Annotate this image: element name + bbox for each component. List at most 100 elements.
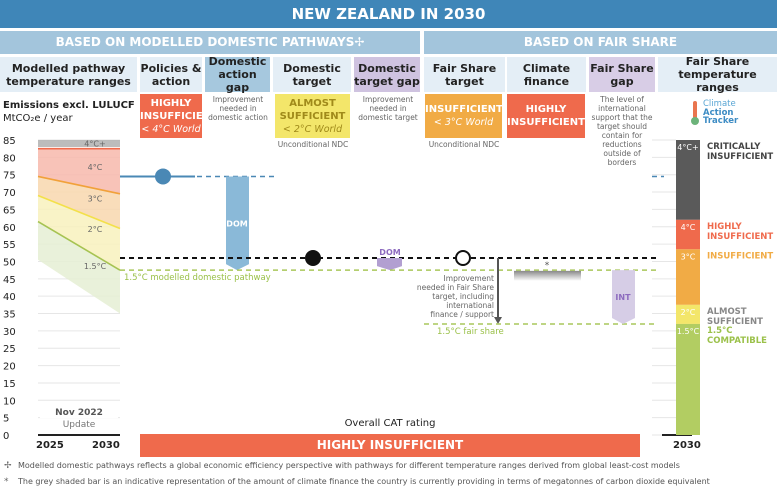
rating-label: HIGHLY INSUFFICIENT <box>140 97 218 122</box>
band-label: 3°C <box>88 195 103 204</box>
policies-marker <box>155 168 171 185</box>
fs-range-temp: 4°C+ <box>677 143 698 152</box>
y-tick-label: 85 <box>3 136 16 147</box>
fs-range-temp: 2°C <box>681 308 696 317</box>
dom-target-note: Unconditional NDC <box>277 140 349 149</box>
fs-range-bar <box>676 140 700 220</box>
band-boundary <box>37 220 121 271</box>
dom-action-gap-arrow <box>226 176 249 271</box>
y-tick-label: 30 <box>3 327 16 338</box>
fs-gap-arrow <box>612 270 635 324</box>
page-title: NEW ZEALAND IN 2030 <box>0 0 777 28</box>
footnote-1: Modelled domestic pathways reflects a gl… <box>18 461 680 470</box>
y-tick-label: 10 <box>3 396 16 407</box>
pathway-band <box>38 221 120 314</box>
band-label: 4°C <box>88 163 103 172</box>
y-axis-title: Emissions excl. LULUCF <box>3 100 135 111</box>
dom-target-gap-arrow <box>377 258 402 271</box>
dom-target-gap-label: DOM <box>379 248 400 257</box>
y-tick-label: 65 <box>3 205 16 216</box>
fs-gap-note: The level of international support that … <box>591 95 653 167</box>
rating-label: ALMOST SUFFICIENT <box>279 97 346 122</box>
pathway-band <box>38 148 120 194</box>
y-axis-unit: MtCO₂e / year <box>3 113 73 124</box>
col-dom-target: Domestic target <box>273 57 351 92</box>
pathway-band <box>38 140 120 147</box>
cat-logo: Climate Action Tracker <box>690 100 738 126</box>
y-tick-label: 15 <box>3 379 16 390</box>
int-gap-label: INT <box>615 293 631 302</box>
climate-finance-bar <box>514 270 581 281</box>
fair-share-target-marker <box>455 250 471 266</box>
rating-sub: < 3°C World <box>433 117 494 128</box>
y-tick-label: 35 <box>3 310 16 321</box>
y-tick-label: 55 <box>3 240 16 251</box>
fs-x-tick-2030: 2030 <box>673 440 701 451</box>
fs-improvement-note: Improvement needed in Fair Share target, i… <box>417 274 495 319</box>
update-date: Nov 2022 <box>40 408 118 418</box>
fair-share-1-5-label: 1.5°C fair share <box>437 327 504 337</box>
fs-range-rating: CRITICALLY INSUFFICIENT <box>707 142 773 162</box>
logo-line: Tracker <box>703 116 739 127</box>
pathway-band <box>38 195 120 271</box>
fs-range-rating: INSUFFICIENT <box>707 251 773 261</box>
fs-range-bar <box>676 219 700 250</box>
footnote-2: The grey shaded bar is an indicative rep… <box>18 477 710 486</box>
col-modelled: Modelled pathway temperature ranges <box>0 57 137 92</box>
y-tick-label: 20 <box>3 362 16 373</box>
fs-range-temp: 4°C <box>681 223 696 232</box>
col-fs-temp: Fair Share temperature ranges <box>658 55 777 94</box>
footnote-symbol: * <box>4 477 9 487</box>
fs-range-temp: 3°C <box>681 252 696 261</box>
overall-rating: HIGHLY INSUFFICIENT <box>140 434 640 457</box>
domestic-target-marker <box>305 250 321 266</box>
y-tick-label: 75 <box>3 171 16 182</box>
y-tick-label: 45 <box>3 275 16 286</box>
y-tick-label: 70 <box>3 188 16 199</box>
fs-target-note: Unconditional NDC <box>428 140 500 149</box>
y-tick-label: 40 <box>3 292 16 303</box>
rating-label: INSUFFICIENT <box>425 104 503 115</box>
col-climate-finance: Climate finance <box>507 57 586 92</box>
fs-range-rating: HIGHLY INSUFFICIENT <box>707 222 773 242</box>
fs-range-temp: 1.5°C <box>677 327 700 336</box>
fs-range-rating: 1.5°C COMPATIBLE <box>707 326 767 346</box>
policies-rating: HIGHLY INSUFFICIENT < 4°C World <box>140 94 218 138</box>
y-tick-label: 50 <box>3 257 16 268</box>
footnote-symbol: ✢ <box>4 461 12 471</box>
col-fs-target: Fair Share target <box>424 57 505 92</box>
logo-text: Climate Action Tracker <box>703 100 738 126</box>
logo-line: Action <box>703 107 734 118</box>
dom-gap-label: DOM <box>226 219 247 228</box>
col-fs-gap: Fair Share gap <box>589 57 655 92</box>
y-tick-label: 80 <box>3 153 16 164</box>
finance-asterisk: * <box>545 261 550 271</box>
band-label: 1.5°C <box>84 262 107 271</box>
col-dom-action-gap: Domestic action gap <box>205 55 270 94</box>
y-tick-label: 0 <box>3 431 9 442</box>
section-domestic: BASED ON MODELLED DOMESTIC PATHWAYS✢ <box>0 31 420 54</box>
modelled-1-5-label: 1.5°C modelled domestic pathway <box>124 273 271 283</box>
fair-share-target-rating: INSUFFICIENT < 3°C World <box>425 94 503 138</box>
band-boundary <box>37 175 121 195</box>
col-dom-target-gap: Domestic target gap <box>354 57 420 92</box>
band-label: 2°C <box>88 225 103 234</box>
fs-range-bar <box>676 304 700 324</box>
update-label: Update <box>62 420 96 430</box>
band-boundary <box>37 194 121 230</box>
dom-action-gap-note: Improvement needed in domestic action <box>208 95 268 122</box>
col-policies: Policies & action <box>140 57 202 92</box>
overall-label: Overall CAT rating <box>344 418 436 429</box>
thermometer-icon <box>691 101 699 125</box>
rating-sub: < 4°C World <box>141 123 201 135</box>
y-tick-label: 25 <box>3 344 16 355</box>
domestic-target-rating: ALMOST SUFFICIENT < 2°C World <box>275 94 350 138</box>
x-tick-2030: 2030 <box>92 440 120 451</box>
y-tick-label: 5 <box>3 414 9 425</box>
x-tick-2025: 2025 <box>36 440 64 451</box>
climate-finance-rating: HIGHLY INSUFFICIENT <box>507 94 585 138</box>
fs-range-bar <box>676 249 700 305</box>
rating-sub: < 2°C World <box>282 123 343 135</box>
fs-improvement-arrowhead <box>494 316 502 324</box>
